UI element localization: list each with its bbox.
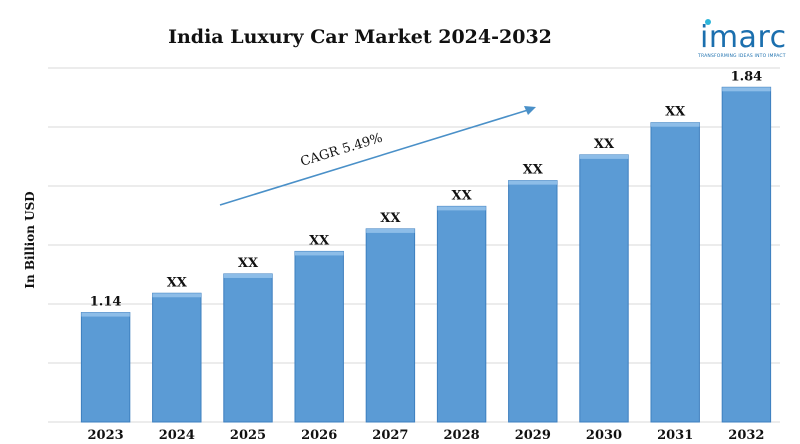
bar-2024 <box>152 292 202 423</box>
x-tick-label: 2025 <box>230 428 266 443</box>
cagr-annotation: CAGR 5.49% <box>219 106 536 206</box>
chart-title: India Luxury Car Market 2024-2032 <box>168 26 552 48</box>
bar-top-2032 <box>722 87 771 92</box>
bar-value-label: XX <box>309 233 330 248</box>
bar-top-2023 <box>81 312 130 317</box>
bar-top-2027 <box>366 228 415 233</box>
x-tick-label: 2023 <box>88 428 124 443</box>
x-tick-label: 2030 <box>586 428 622 443</box>
bar-2025 <box>223 273 273 423</box>
bar-value-label: XX <box>238 256 259 271</box>
x-tick-label: 2028 <box>444 428 480 443</box>
x-tick-label: 2026 <box>301 428 337 443</box>
bar-value-label: XX <box>665 105 686 120</box>
bar-2032 <box>721 86 772 423</box>
cagr-arrow-head <box>524 106 536 115</box>
bar-top-2026 <box>294 251 344 256</box>
bar-value-label: XX <box>380 211 401 226</box>
bar-2030 <box>579 154 629 423</box>
bar-value-label: 1.14 <box>90 295 122 310</box>
x-tick-label: 2031 <box>657 428 693 443</box>
logo-tagline: TRANSFORMING IDEAS INTO IMPACT <box>698 54 786 59</box>
bar-2028 <box>436 205 487 423</box>
bar-value-label: XX <box>452 188 473 203</box>
bar-value-labels: 1.14 XX XX XX XX XX XX XX XX 1.84 <box>90 69 762 309</box>
bar-top-2030 <box>579 154 629 159</box>
logo-wordmark: imarc <box>700 20 787 55</box>
bar-2031 <box>650 122 700 423</box>
bar-2027 <box>365 228 416 423</box>
bar-top-2031 <box>650 122 700 127</box>
x-tick-label: 2032 <box>728 428 764 443</box>
bar-value-label: XX <box>167 275 188 290</box>
bar-value-label: XX <box>594 137 615 152</box>
bar-top-2028 <box>437 206 486 211</box>
x-tick-label: 2024 <box>159 428 195 443</box>
cagr-label: CAGR 5.49% <box>299 131 385 170</box>
bar-top-2024 <box>152 293 202 298</box>
x-axis-tick-labels: 2023 2024 2025 2026 2027 2028 2029 2030 2031 2032 <box>88 428 765 443</box>
bar-value-label: 1.84 <box>731 69 763 84</box>
logo-dot <box>705 19 711 25</box>
bar-top-2029 <box>508 180 558 185</box>
bar-2026 <box>294 250 344 423</box>
bar-2023 <box>80 312 131 423</box>
bar-2029 <box>508 180 558 423</box>
cagr-arrow <box>219 109 529 206</box>
x-tick-label: 2029 <box>515 428 551 443</box>
bars <box>80 86 772 423</box>
x-tick-label: 2027 <box>372 428 408 443</box>
bar-top-2025 <box>223 273 273 278</box>
bar-value-label: XX <box>523 163 544 178</box>
imarc-logo: imarc TRANSFORMING IDEAS INTO IMPACT <box>690 14 800 64</box>
